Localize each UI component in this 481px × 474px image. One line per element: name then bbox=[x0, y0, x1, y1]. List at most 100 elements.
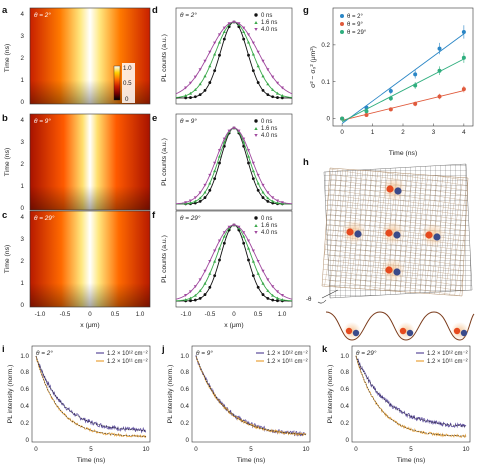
profile-point bbox=[188, 81, 193, 85]
g-point bbox=[461, 87, 466, 92]
potential-well-exciton bbox=[397, 322, 415, 340]
decay-xtick: 0 bbox=[354, 446, 358, 453]
heatmap-a-ytick: 2 bbox=[21, 55, 25, 62]
g-point bbox=[413, 72, 418, 77]
profile-point bbox=[208, 285, 212, 289]
profile-xtick: 0 bbox=[232, 311, 236, 318]
decay-xtick: 10 bbox=[303, 446, 310, 453]
decay-j-curves bbox=[195, 354, 307, 437]
profile-point bbox=[275, 296, 280, 300]
heatmap-b-ytick: 4 bbox=[21, 117, 25, 124]
profile-point bbox=[242, 140, 246, 144]
legend-marker-2deg bbox=[340, 14, 344, 18]
profile-point bbox=[184, 86, 188, 90]
profile-point bbox=[198, 93, 202, 97]
profile-point bbox=[217, 149, 222, 152]
profile-point bbox=[275, 91, 280, 95]
panel-label-e: e bbox=[152, 113, 157, 124]
profile-point bbox=[251, 274, 255, 278]
heatmap-c-xtick: -1.0 bbox=[35, 311, 46, 318]
profile-point bbox=[256, 50, 260, 54]
decay-xtick: 0 bbox=[34, 446, 38, 453]
decay-ytick: 0.8 bbox=[340, 369, 349, 376]
profile-point bbox=[280, 294, 284, 297]
decay-xtick: 10 bbox=[143, 446, 150, 453]
electron bbox=[386, 185, 394, 193]
profile-point bbox=[256, 173, 260, 177]
profile-fit-curve bbox=[175, 224, 293, 300]
profile-point bbox=[217, 154, 222, 158]
decay-i-legend: 1.2 × 10¹² cm⁻² 1.2 × 10¹¹ cm⁻² bbox=[96, 351, 148, 365]
profile-point bbox=[198, 199, 202, 203]
decay-ytick: 0 bbox=[186, 437, 190, 444]
heatmap-a-ytick: 1 bbox=[21, 77, 25, 84]
decay-ytick: 1.0 bbox=[180, 353, 189, 360]
heatmap-b-ytick: 1 bbox=[21, 183, 25, 190]
profile-point bbox=[266, 278, 270, 282]
profile-point bbox=[189, 96, 192, 99]
decay-ytick: 0.4 bbox=[20, 403, 29, 410]
profile-point bbox=[193, 199, 197, 203]
profile-point bbox=[198, 289, 202, 292]
heatmap-panels: a θ = 2° 1.0 0.5 0 b θ = 9° c θ = 29° Ti… bbox=[2, 5, 151, 329]
decay-ytick: 0.8 bbox=[180, 369, 189, 376]
profile-e-curves bbox=[175, 126, 293, 206]
profile-point bbox=[266, 289, 270, 292]
profile-point bbox=[251, 52, 255, 56]
profile-point bbox=[271, 196, 275, 200]
heatmap-a-ytick: 4 bbox=[21, 11, 25, 18]
profile-point bbox=[203, 281, 207, 285]
g-xtick-label: 2 bbox=[401, 129, 405, 136]
profile-point bbox=[218, 53, 221, 57]
profile-point bbox=[266, 93, 270, 97]
profile-e-ylabel: PL counts (a.u.) bbox=[161, 138, 168, 186]
heatmap-a-theta: θ = 2° bbox=[34, 11, 51, 19]
profile-point bbox=[198, 68, 202, 72]
panel-label-j: j bbox=[161, 344, 165, 355]
profile-point bbox=[193, 88, 197, 91]
legend-marker-0ns bbox=[254, 119, 258, 123]
decay-i-xlabel: Time (ns) bbox=[77, 457, 105, 464]
exciton-glow bbox=[421, 223, 445, 247]
decay-ytick: 0 bbox=[26, 437, 30, 444]
profile-xtick: 0.5 bbox=[254, 311, 263, 318]
heatmap-c-ytick: 0 bbox=[21, 302, 25, 309]
profile-xlabel: x (μm) bbox=[224, 322, 243, 329]
exciton-site bbox=[342, 220, 366, 244]
decay-i-yticks: 0 0.2 0.4 0.6 0.8 1.0 bbox=[20, 353, 29, 444]
profile-point bbox=[213, 41, 217, 45]
profile-point bbox=[203, 74, 207, 78]
profile-point bbox=[184, 298, 188, 301]
profile-point bbox=[256, 272, 260, 275]
profile-point bbox=[261, 74, 265, 78]
profile-point bbox=[222, 137, 226, 141]
panel-label-k: k bbox=[322, 344, 328, 355]
panel-g-xlabel: Time (ns) bbox=[389, 150, 417, 157]
decay-j-yticks: 0 0.2 0.4 0.6 0.8 1.0 bbox=[180, 353, 189, 444]
legend-label-0ns: 0 ns bbox=[261, 13, 272, 19]
legend-label-high: 1.2 × 10¹² cm⁻² bbox=[267, 351, 308, 357]
profile-point bbox=[227, 22, 231, 26]
profile-point bbox=[251, 249, 255, 253]
panel-label-g: g bbox=[303, 5, 309, 16]
legend-label-2deg: θ = 2° bbox=[347, 14, 364, 20]
profile-d-curves bbox=[175, 20, 293, 100]
decay-fit bbox=[35, 355, 147, 437]
profile-point bbox=[251, 161, 255, 165]
profile-panels: d e f θ = 2° θ = 9° θ = 29° PL counts (a… bbox=[152, 5, 293, 329]
profile-f-theta: θ = 29° bbox=[180, 214, 201, 222]
profile-point bbox=[193, 293, 197, 297]
profile-point bbox=[203, 183, 207, 187]
g-point bbox=[461, 29, 466, 34]
profile-e-legend: 0 ns 1.6 ns 4.0 ns bbox=[254, 119, 277, 139]
hole bbox=[393, 268, 401, 276]
profile-point bbox=[217, 40, 222, 44]
profile-point bbox=[198, 296, 202, 300]
profile-point bbox=[184, 294, 188, 297]
profile-f-legend: 0 ns 1.6 ns 4.0 ns bbox=[254, 216, 277, 236]
decay-xtick: 0 bbox=[194, 446, 198, 453]
colorbar-tick-min: 0 bbox=[125, 96, 129, 103]
profile-point bbox=[242, 241, 246, 245]
rotation-axis-line bbox=[321, 289, 339, 299]
